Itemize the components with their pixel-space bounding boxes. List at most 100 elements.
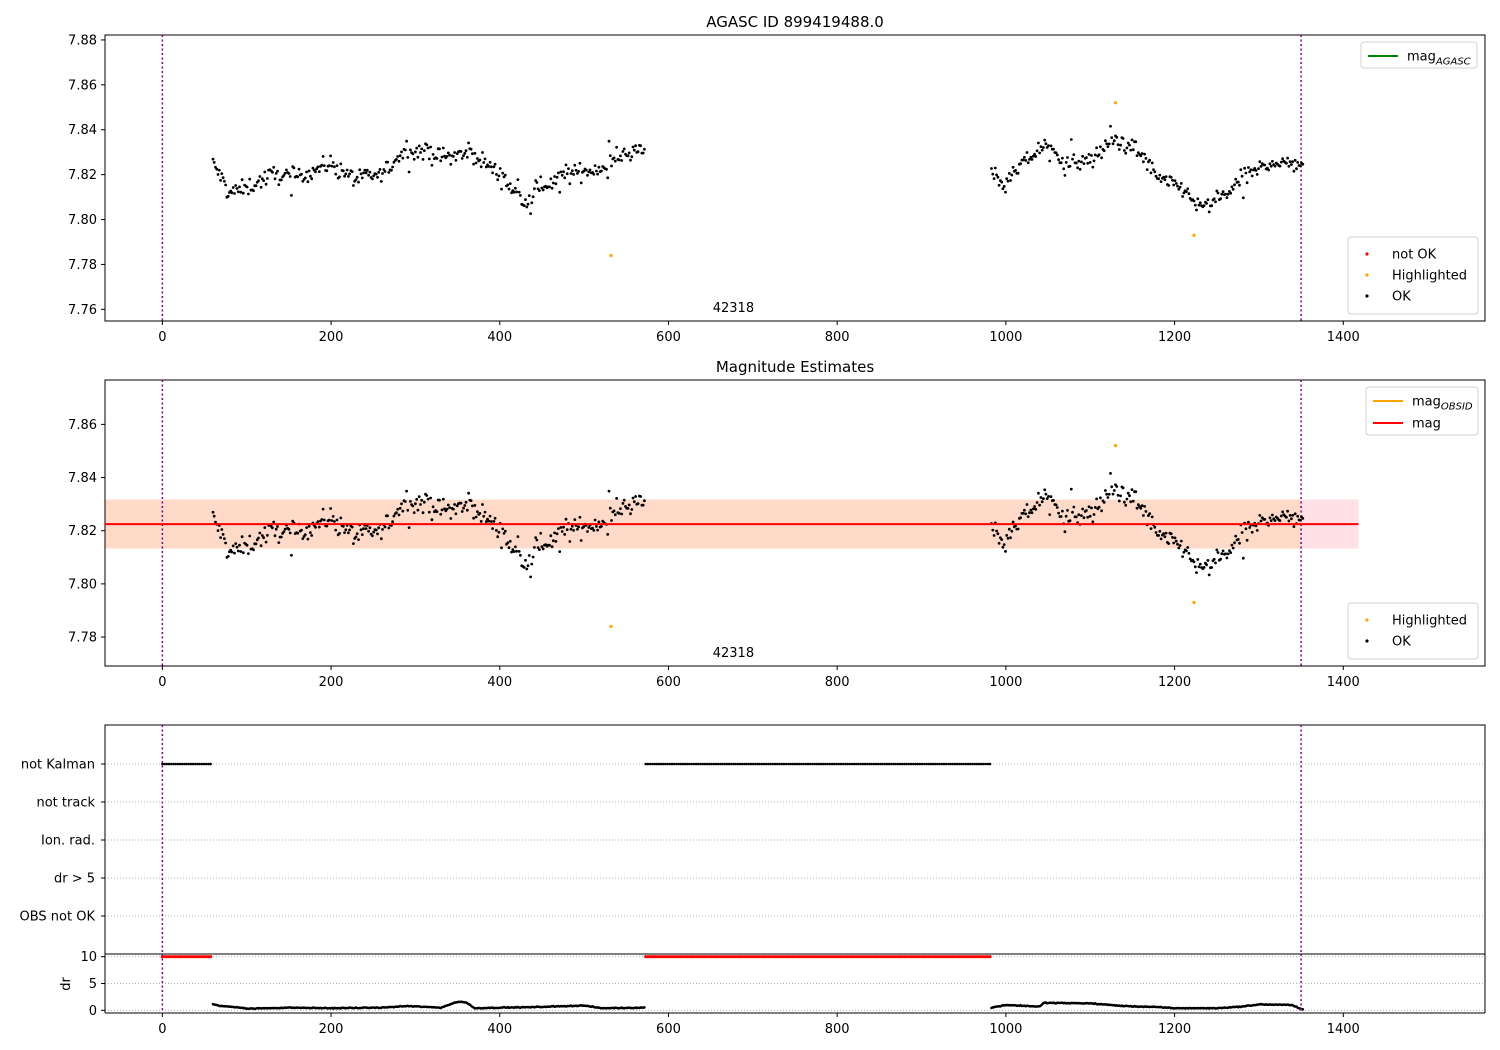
flag-point bbox=[653, 762, 656, 766]
legend-label-subscript: OBSID bbox=[1441, 402, 1473, 413]
ok-point bbox=[1078, 167, 1082, 171]
dr-capped-point bbox=[659, 955, 663, 959]
ok-point bbox=[1212, 557, 1216, 561]
x-tick-label: 0 bbox=[158, 1022, 166, 1037]
ok-point bbox=[563, 176, 567, 180]
flag-point bbox=[872, 762, 876, 766]
ok-point bbox=[606, 176, 610, 180]
ok-point bbox=[1107, 492, 1111, 496]
ok-point bbox=[1010, 173, 1014, 177]
ok-point bbox=[1186, 187, 1190, 191]
ok-point bbox=[376, 175, 379, 179]
ok-point bbox=[563, 533, 567, 536]
y-tick-label: 10 bbox=[80, 950, 97, 965]
ok-point bbox=[1136, 503, 1140, 506]
flag-point bbox=[183, 762, 186, 766]
y-tick-label: 0 bbox=[89, 1004, 97, 1019]
flag-point bbox=[765, 762, 768, 766]
ok-point bbox=[338, 532, 341, 535]
flag-point bbox=[835, 762, 838, 766]
ok-point bbox=[339, 516, 343, 520]
ok-point bbox=[446, 151, 450, 155]
legend-box bbox=[1347, 236, 1479, 315]
ok-point bbox=[212, 514, 216, 518]
ok-point bbox=[1153, 170, 1157, 174]
ok-point bbox=[421, 511, 425, 515]
ok-point bbox=[1134, 490, 1138, 494]
dr-capped-point bbox=[191, 955, 195, 959]
ok-point bbox=[617, 158, 621, 162]
y-tick-label: 7.80 bbox=[68, 577, 97, 592]
ok-point bbox=[488, 514, 492, 518]
ok-point bbox=[420, 147, 424, 151]
ok-point bbox=[1024, 512, 1028, 516]
ok-point bbox=[517, 550, 521, 553]
dr-capped-point bbox=[988, 955, 992, 959]
ok-point bbox=[496, 535, 500, 539]
ok-point bbox=[377, 170, 381, 174]
ok-point bbox=[328, 164, 331, 168]
flag-point bbox=[938, 762, 941, 766]
flag-point bbox=[664, 762, 667, 766]
ok-point bbox=[271, 170, 274, 174]
ok-point bbox=[288, 531, 292, 535]
ok-point bbox=[1061, 156, 1064, 160]
ok-point bbox=[1210, 566, 1214, 569]
ok-point bbox=[630, 155, 634, 159]
ok-point bbox=[641, 151, 645, 155]
ok-point bbox=[1233, 541, 1236, 545]
dr-capped-point bbox=[646, 955, 650, 959]
ok-point bbox=[1193, 203, 1197, 207]
ok-point bbox=[374, 528, 378, 532]
ok-point bbox=[1139, 506, 1143, 510]
ok-point bbox=[322, 518, 326, 522]
ok-point bbox=[397, 513, 401, 517]
x-tick-label: 1400 bbox=[1327, 1022, 1360, 1037]
ok-point bbox=[487, 519, 491, 523]
ok-point bbox=[1139, 154, 1143, 158]
flag-point bbox=[861, 762, 865, 766]
ok-point bbox=[570, 524, 574, 528]
flag-point bbox=[747, 762, 751, 766]
dr-capped-point bbox=[870, 955, 874, 959]
dr-capped-point bbox=[834, 955, 839, 959]
ok-point bbox=[500, 187, 503, 191]
ok-point bbox=[1187, 551, 1191, 555]
ok-point bbox=[464, 500, 468, 504]
dr-capped-point bbox=[984, 955, 988, 959]
dr-capped-point bbox=[920, 955, 924, 959]
ok-point bbox=[381, 172, 384, 175]
ok-point bbox=[1095, 497, 1098, 501]
ok-point bbox=[1254, 524, 1258, 528]
ok-point bbox=[357, 538, 360, 541]
ok-point bbox=[996, 175, 1000, 179]
ok-point bbox=[452, 155, 455, 158]
ok-point bbox=[238, 543, 241, 547]
ok-point bbox=[405, 489, 408, 493]
ok-point bbox=[492, 520, 496, 523]
ok-point bbox=[417, 495, 421, 499]
ok-point bbox=[1130, 488, 1134, 491]
ok-point bbox=[483, 510, 487, 514]
ok-point bbox=[328, 518, 331, 522]
dr-capped-point bbox=[957, 955, 961, 959]
agasc-magnitude-panel: AGASC ID 899419488.0 0 200 400 600 800 1000 12… bbox=[68, 13, 1486, 345]
ok-point bbox=[320, 518, 324, 521]
ok-point bbox=[266, 177, 269, 180]
ok-point bbox=[1244, 171, 1248, 175]
ok-point bbox=[522, 566, 526, 569]
flag-point bbox=[736, 762, 740, 766]
y-tick-label: 7.84 bbox=[68, 471, 97, 486]
ok-point bbox=[501, 171, 505, 175]
flag-point bbox=[204, 762, 208, 766]
ok-point bbox=[535, 538, 539, 542]
ok-point bbox=[1187, 192, 1191, 196]
ok-point bbox=[1259, 165, 1263, 168]
dr-capped-point bbox=[808, 955, 812, 959]
ok-point bbox=[1162, 175, 1165, 179]
dr-capped-point bbox=[962, 955, 966, 959]
ok-point bbox=[1119, 143, 1122, 147]
ok-point bbox=[1030, 511, 1034, 515]
flag-point bbox=[817, 762, 821, 766]
ok-point bbox=[1035, 149, 1039, 153]
